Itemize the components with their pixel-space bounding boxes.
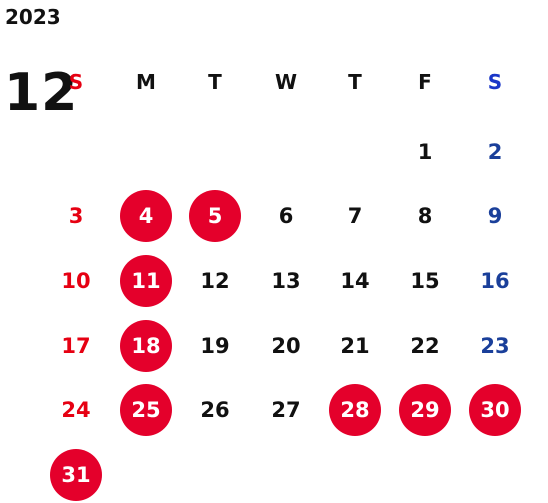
- weekday-header: F: [418, 70, 432, 94]
- day-cell: 2: [487, 140, 503, 164]
- day-cell: 6: [278, 204, 294, 228]
- weekday-header: T: [208, 70, 222, 94]
- holiday-day-cell: 28: [329, 384, 381, 436]
- day-cell: 8: [417, 204, 433, 228]
- weekday-header: W: [274, 70, 298, 94]
- year-label: 2023: [5, 5, 61, 29]
- holiday-day-cell: 18: [120, 320, 172, 372]
- day-cell: 26: [200, 398, 230, 422]
- holiday-day-cell: 30: [469, 384, 521, 436]
- day-cell: 27: [271, 398, 301, 422]
- day-cell: 3: [68, 204, 84, 228]
- weekday-header: S: [68, 70, 84, 94]
- day-cell: 7: [347, 204, 363, 228]
- day-cell: 13: [271, 269, 301, 293]
- day-cell: 21: [340, 334, 370, 358]
- weekday-header: S: [487, 70, 503, 94]
- holiday-day-cell: 29: [399, 384, 451, 436]
- day-cell: 22: [410, 334, 440, 358]
- holiday-day-cell: 4: [120, 190, 172, 242]
- weekday-header: M: [136, 70, 156, 94]
- day-cell: 16: [480, 269, 510, 293]
- holiday-day-cell: 5: [189, 190, 241, 242]
- weekday-header: T: [348, 70, 362, 94]
- holiday-day-cell: 25: [120, 384, 172, 436]
- day-cell: 14: [340, 269, 370, 293]
- day-cell: 1: [417, 140, 433, 164]
- day-cell: 24: [61, 398, 91, 422]
- day-cell: 23: [480, 334, 510, 358]
- holiday-day-cell: 31: [50, 449, 102, 501]
- day-cell: 9: [487, 204, 503, 228]
- day-cell: 12: [200, 269, 230, 293]
- holiday-day-cell: 11: [120, 255, 172, 307]
- day-cell: 10: [61, 269, 91, 293]
- day-cell: 20: [271, 334, 301, 358]
- day-cell: 15: [410, 269, 440, 293]
- day-cell: 19: [200, 334, 230, 358]
- month-number: 12: [4, 63, 79, 123]
- day-cell: 17: [61, 334, 91, 358]
